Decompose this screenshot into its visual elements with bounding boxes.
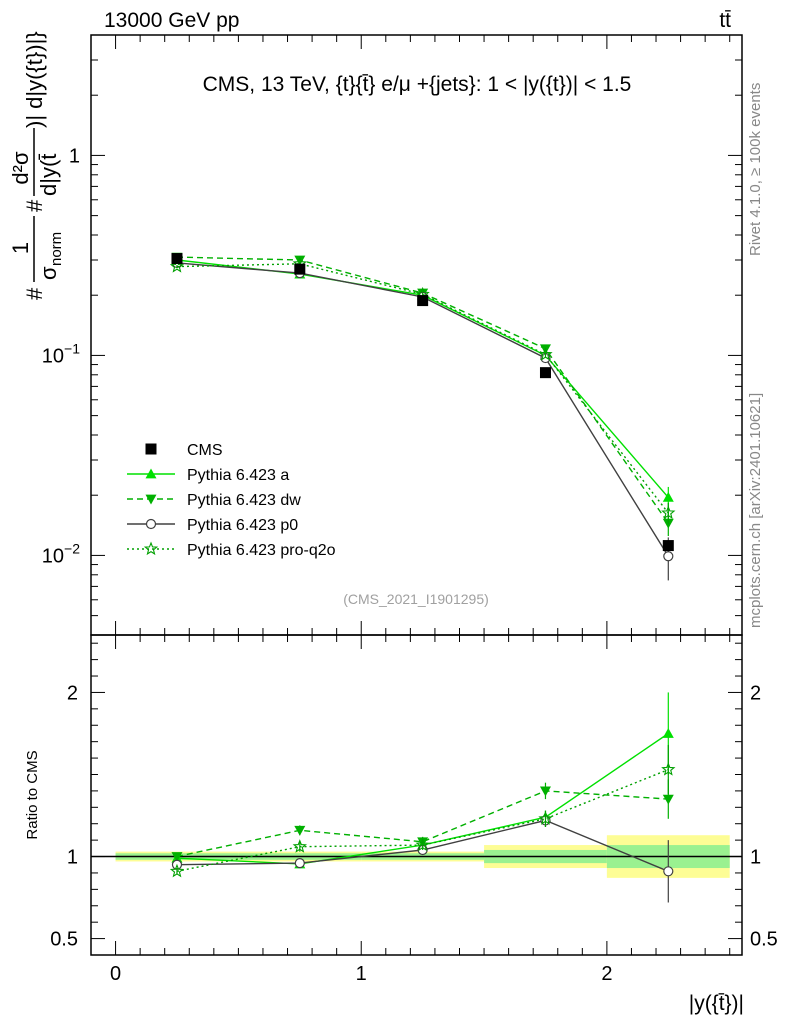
- x-tick-label: 0: [110, 963, 121, 985]
- legend-label: Pythia 6.423 a: [187, 467, 289, 484]
- ratio-panel-frame: [90, 634, 743, 956]
- ylabel-frac1-num: 1: [8, 242, 33, 254]
- ratio-series-marker: [663, 866, 674, 877]
- header-left: 13000 GeV pp: [104, 9, 239, 32]
- ratio-series-marker: [539, 786, 551, 797]
- legend-marker: [145, 518, 157, 530]
- ratio-series-marker: [169, 863, 185, 878]
- axes: 0 1 2 1 10−1 10−2 2 2 1 1 0.5 0.5: [42, 34, 778, 985]
- legend-label: Pythia 6.423 dw: [187, 492, 301, 509]
- main-series-marker: [294, 255, 306, 266]
- ratio-series-marker: [415, 837, 430, 852]
- header-right: tt̄: [719, 9, 731, 32]
- chart-title: CMS, 13 TeV, {t}{t̄} e/μ +{jets}: 1 < |y…: [203, 73, 632, 96]
- legend: CMS Pythia 6.423 a Pythia 6.423 dw Pythia 6…: [127, 442, 336, 559]
- main-series-marker: [661, 505, 676, 520]
- legend-marker: [145, 494, 157, 505]
- ratio-y-tick-label-left: 2: [67, 682, 78, 704]
- ratio-y-tick-label-left: 1: [67, 847, 78, 869]
- legend-marker: [143, 541, 159, 556]
- legend-marker: [145, 443, 157, 455]
- rivet-label: Rivet 4.1.0, ≥ 100k events: [747, 83, 764, 256]
- ratio-series-marker: [294, 825, 306, 836]
- ylabel-frac2-num: d²σ: [8, 151, 33, 185]
- legend-label: Pythia 6.423 p0: [187, 517, 298, 534]
- x-tick-label: 2: [601, 963, 612, 985]
- ratio-series-marker: [538, 811, 553, 825]
- ratio-series-marker: [171, 852, 183, 863]
- main-series-marker: [169, 259, 185, 273]
- ratio-series-marker: [292, 839, 307, 853]
- data-point: [294, 263, 306, 275]
- ratio-series-marker: [662, 794, 674, 805]
- ylabel-frac1-den: σ: [36, 266, 61, 280]
- data-point: [417, 295, 429, 307]
- main-series-marker: [662, 491, 674, 502]
- main-series-marker: [538, 347, 553, 361]
- ratio-series-line: [176, 790, 669, 858]
- ratio-y-tick-label-left: 0.5: [50, 929, 78, 951]
- ratio-series-marker: [661, 762, 676, 776]
- main-y-tick-label: 10−1: [42, 340, 80, 367]
- main-series-marker: [663, 551, 674, 562]
- main-series-line: [176, 262, 669, 557]
- ratio-y-tick-label-right: 2: [750, 682, 761, 704]
- data-point: [171, 253, 183, 265]
- main-y-tick-label: 1: [69, 145, 80, 167]
- legend-label: Pythia 6.423 pro-q2o: [187, 542, 336, 559]
- main-y-tick-label: 10−2: [42, 540, 80, 567]
- ylabel-hash2: #: [22, 199, 47, 212]
- analysis-id: (CMS_2021_I1901295): [343, 591, 489, 607]
- legend-label: CMS: [187, 442, 223, 459]
- y-axis-label: # 1 σ norm # d²σ d|y(t̄ )| d|y({t})|}: [8, 31, 65, 300]
- ratio-series-marker: [662, 727, 674, 738]
- x-tick-label: 1: [356, 963, 367, 985]
- ylabel-frac2-den: d|y(t̄: [36, 154, 61, 196]
- ratio-y-tick-label-right: 0.5: [750, 929, 778, 951]
- x-axis-label: |y({t̄})|: [689, 992, 744, 1015]
- ratio-y-label: Ratio to CMS: [24, 750, 41, 839]
- legend-marker: [145, 468, 157, 479]
- ratio-y-tick-label-right: 1: [750, 847, 761, 869]
- mcplots-label: mcplots.cern.ch [arXiv:2401.10621]: [747, 393, 764, 628]
- ylabel-frac1-den-sub: norm: [48, 232, 65, 266]
- ratio-series-lines: [169, 692, 676, 903]
- main-series-line: [176, 263, 669, 514]
- ylabel-hash1: #: [22, 287, 47, 300]
- ylabel-bracket: )| d|y({t})|}: [22, 31, 47, 128]
- ratio-series-marker: [294, 858, 305, 869]
- data-point: [539, 367, 551, 379]
- data-point: [662, 540, 674, 552]
- main-series-lines: [169, 252, 676, 581]
